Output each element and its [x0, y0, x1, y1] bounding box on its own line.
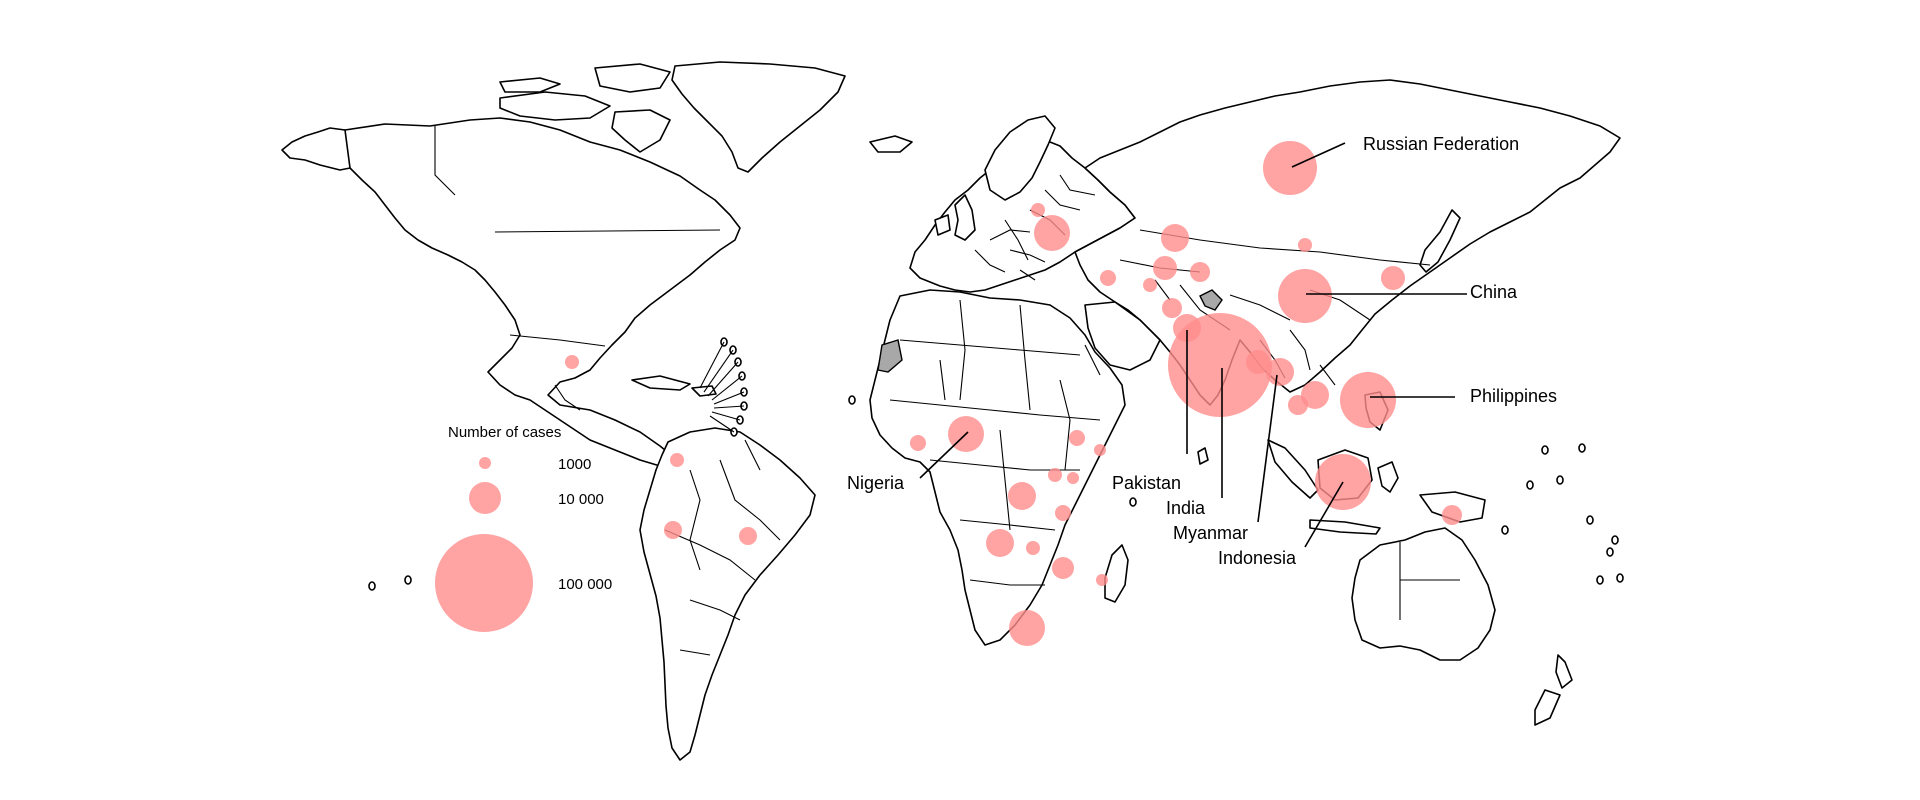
atlantic-island [368, 581, 376, 591]
bubble-ethiopia [1069, 430, 1085, 446]
sulawesi-island [1377, 461, 1399, 493]
pacific-island [1606, 547, 1614, 557]
south-america-landmass [639, 427, 816, 761]
north-america-landmass [329, 117, 741, 467]
new-zealand-north [1555, 654, 1573, 689]
bubble-kazakhstan [1161, 224, 1189, 252]
pacific-island [1586, 515, 1594, 525]
bubble-thailand [1288, 395, 1308, 415]
java-island [1309, 519, 1381, 535]
bubble-pakistan [1173, 314, 1201, 342]
new-zealand-south [1534, 689, 1561, 726]
arctic-islands-3 [611, 109, 671, 153]
madagascar-island [1104, 544, 1129, 603]
bubble-bangladesh [1246, 350, 1270, 374]
legend-label-large: 100 000 [558, 576, 612, 593]
pacific-island [1611, 535, 1619, 545]
legend-title: Number of cases [448, 424, 561, 441]
bubble-uganda [1048, 468, 1062, 482]
uk-island [954, 194, 976, 241]
pacific-island [1541, 445, 1549, 455]
bubble-mongolia [1298, 238, 1312, 252]
legend-bubble-small [479, 457, 491, 469]
asia-landmass [1074, 79, 1621, 406]
no-data-region-western-sahara [877, 339, 903, 373]
label-leader-lines [919, 142, 1467, 548]
bubble-mozambique [1052, 557, 1074, 579]
bubble-kenya [1067, 472, 1079, 484]
africa-landmass [869, 289, 1126, 646]
legend-bubble-large [435, 534, 533, 632]
landmasses [281, 61, 1624, 761]
pacific-island [1616, 573, 1624, 583]
bubble-somalia [1094, 444, 1106, 456]
label-indonesia: Indonesia [1218, 548, 1297, 568]
legend: Number of cases 1000 10 000 100 000 [435, 424, 612, 632]
bubble-colombia [670, 453, 684, 467]
arctic-islands-4 [499, 77, 561, 93]
bubble-korea [1381, 266, 1405, 290]
arabia-landmass [1084, 301, 1161, 371]
bubble-dr-congo [1008, 482, 1036, 510]
alaska-landmass [281, 127, 351, 171]
atlantic-island [1129, 497, 1137, 507]
bubble-peru [664, 521, 682, 539]
bubble-belarus [1031, 203, 1045, 217]
pacific-island [1526, 480, 1534, 490]
bubble-south-africa [1009, 610, 1045, 646]
bubble-ghana [910, 435, 926, 451]
caribbean-connectors [699, 341, 745, 433]
pacific-island [1578, 443, 1586, 453]
bubble-philippines [1340, 372, 1396, 428]
arctic-islands-1 [499, 91, 611, 121]
label-pakistan: Pakistan [1112, 473, 1181, 493]
bubble-tanzania [1055, 505, 1071, 521]
atlantic-island [848, 395, 856, 405]
label-philippines: Philippines [1470, 386, 1557, 406]
bubble-zambia [1026, 541, 1040, 555]
pacific-island [1556, 475, 1564, 485]
greenland-landmass [671, 61, 846, 173]
bubble-uzbekistan [1153, 256, 1177, 280]
bubble-iran [1143, 278, 1157, 292]
bubble-kyrgyzstan [1190, 262, 1210, 282]
label-myanmar: Myanmar [1173, 523, 1248, 543]
australia-landmass [1351, 527, 1496, 661]
japan-islands [1419, 209, 1461, 273]
caribbean-cuba [631, 375, 691, 391]
atlantic-island [404, 575, 412, 585]
ireland-island [934, 214, 951, 236]
bubble-azerbaijan [1100, 270, 1116, 286]
iceland-island [869, 135, 913, 153]
arctic-islands-2 [594, 63, 671, 93]
bubble-png [1442, 505, 1462, 525]
bubble-angola [986, 529, 1014, 557]
bubble-china [1278, 269, 1332, 323]
bubble-russia [1263, 141, 1317, 195]
bubble-madagascar [1096, 574, 1108, 586]
country-borders [434, 125, 1460, 656]
bubble-ukraine [1034, 215, 1070, 251]
scandinavia-landmass [984, 115, 1056, 201]
label-russia: Russian Federation [1363, 134, 1519, 154]
bubble-mexico [565, 355, 579, 369]
bubble-brazil [739, 527, 757, 545]
label-india: India [1166, 498, 1206, 518]
sumatra-island [1267, 439, 1319, 499]
sri-lanka-island [1197, 447, 1209, 465]
legend-bubble-medium [469, 482, 501, 514]
bubble-vietnam [1301, 381, 1329, 409]
bubble-myanmar [1266, 358, 1294, 386]
bubble-afghanistan [1162, 298, 1182, 318]
pacific-island [1596, 575, 1604, 585]
country-labels: Russian Federation China Philippines Nig… [847, 134, 1557, 568]
legend-label-medium: 10 000 [558, 491, 604, 508]
legend-label-small: 1000 [558, 456, 591, 473]
pacific-island [1501, 525, 1509, 535]
label-nigeria: Nigeria [847, 473, 905, 493]
label-china: China [1470, 282, 1518, 302]
case-bubbles [565, 141, 1462, 646]
no-data-region-kashmir [1199, 289, 1223, 311]
